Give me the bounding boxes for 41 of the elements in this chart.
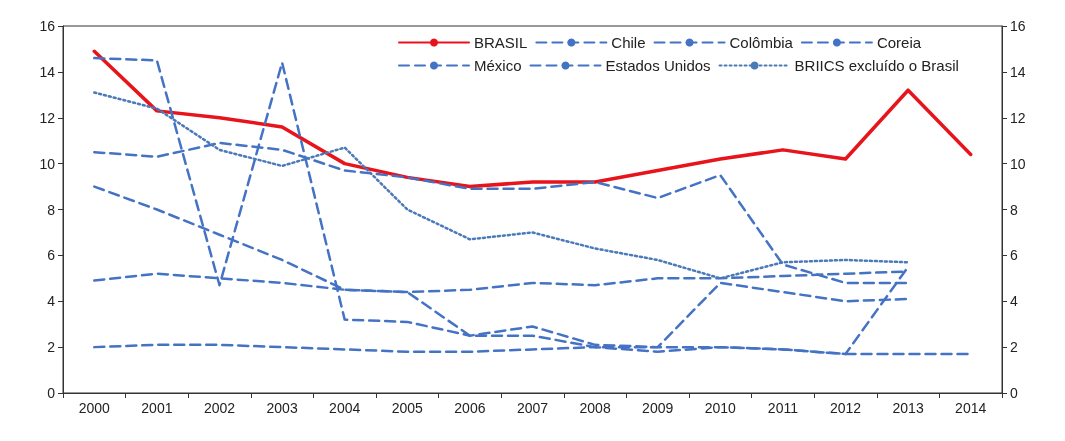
x-tick-label: 2006 bbox=[454, 400, 486, 416]
legend-label: Estados Unidos bbox=[605, 57, 711, 74]
y2-tick-label: 8 bbox=[1010, 201, 1018, 218]
y-tick-label: 4 bbox=[47, 293, 56, 310]
legend-label: Coreia bbox=[876, 34, 922, 51]
legend-label: México bbox=[474, 57, 522, 74]
y-tick-label: 6 bbox=[47, 247, 56, 264]
x-tick-label: 2004 bbox=[329, 400, 361, 416]
y2-tick-label: 10 bbox=[1010, 155, 1026, 172]
legend-label: Colômbia bbox=[729, 34, 794, 51]
y2-tick-label: 16 bbox=[1010, 18, 1026, 34]
line-series bbox=[92, 49, 973, 189]
y-tick-label: 8 bbox=[47, 201, 56, 218]
y-tick-label: 2 bbox=[47, 339, 56, 356]
x-tick-label: 2001 bbox=[141, 400, 173, 416]
y2-tick-label: 4 bbox=[1010, 293, 1018, 310]
y2-tick-label: 6 bbox=[1010, 247, 1018, 264]
legend-label: BRASIL bbox=[474, 34, 528, 51]
x-tick-label: 2003 bbox=[266, 400, 298, 416]
y-tick-label: 0 bbox=[47, 385, 56, 401]
x-tick-label: 2007 bbox=[516, 400, 549, 416]
legend-label: BRIICS excluído o Brasil bbox=[794, 57, 959, 74]
legend-label: Chile bbox=[611, 34, 646, 51]
x-tick-label: 2009 bbox=[642, 400, 674, 416]
y-tick-label: 14 bbox=[39, 63, 56, 80]
x-tick-label: 2005 bbox=[391, 400, 424, 416]
x-tick-label: 2012 bbox=[829, 400, 862, 416]
y2-tick-label: 2 bbox=[1010, 339, 1018, 356]
x-tick-label: 2014 bbox=[955, 400, 987, 416]
y2-tick-label: 0 bbox=[1010, 385, 1018, 401]
x-tick-label: 2000 bbox=[78, 400, 111, 416]
x-tick-label: 2013 bbox=[892, 400, 924, 416]
x-tick-label: 2011 bbox=[767, 400, 799, 416]
y-tick-label: 10 bbox=[39, 155, 56, 172]
y2-tick-label: 14 bbox=[1010, 63, 1026, 80]
y2-tick-label: 12 bbox=[1010, 109, 1026, 126]
x-tick-label: 2010 bbox=[704, 400, 737, 416]
y-tick-label: 12 bbox=[39, 109, 56, 126]
x-tick-label: 2008 bbox=[579, 400, 611, 416]
x-tick-label: 2002 bbox=[203, 400, 236, 416]
y-tick-label: 16 bbox=[39, 18, 56, 34]
